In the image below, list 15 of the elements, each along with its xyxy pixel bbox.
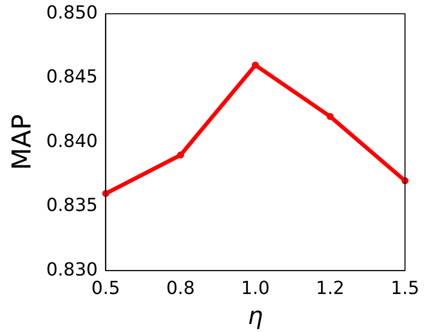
point (177, 152, 184, 159)
point (326, 113, 334, 120)
y-tick-label: 0.840 (46, 130, 98, 152)
x-tick-label: 1.5 (390, 278, 420, 300)
x-axis-title: η (248, 302, 263, 330)
y-tick-label: 0.830 (46, 259, 98, 280)
x-tick-label: 1.2 (316, 278, 345, 300)
y-tick-label: 0.845 (46, 66, 98, 88)
x-tick-label: 0.8 (166, 278, 195, 300)
y-tick-label: 0.835 (46, 195, 98, 216)
y-axis-title: MAP (7, 114, 38, 170)
x-tick-label: 0.5 (91, 278, 120, 300)
y-tick-label: 0.850 (46, 2, 98, 24)
x-tick-label: 1.0 (241, 278, 270, 300)
point (252, 62, 259, 69)
